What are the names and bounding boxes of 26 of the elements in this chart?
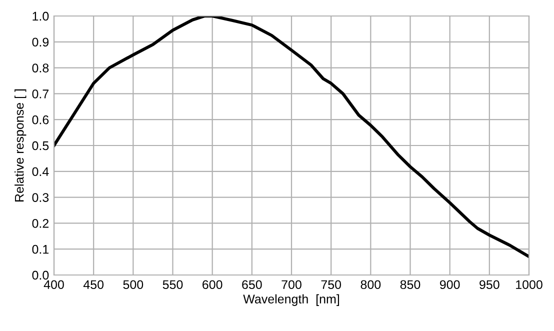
y-tick-label: 0.9	[32, 38, 49, 47]
x-tick-label: 400	[44, 280, 64, 290]
y-tick-label: 0.3	[32, 193, 49, 202]
x-tick-label: 500	[123, 280, 144, 290]
x-tick-label: 950	[480, 280, 500, 290]
y-tick-label: 1.0	[32, 12, 49, 21]
x-tick-label: 600	[202, 280, 222, 290]
y-axis-title: Relative response [ ]	[14, 89, 26, 202]
x-axis-title: Wavelength [nm]	[243, 294, 340, 306]
y-tick-label: 0.8	[32, 64, 49, 72]
y-tick-label: 0.0	[32, 270, 49, 280]
x-tick-label: 800	[360, 280, 381, 290]
x-tick-label: 750	[321, 280, 342, 290]
x-tick-label: 700	[282, 280, 302, 290]
y-tick-label: 0.6	[32, 115, 49, 124]
y-tick-label: 0.4	[32, 167, 49, 176]
y-tick-label: 0.2	[32, 219, 49, 228]
x-tick-label: 450	[83, 280, 104, 290]
y-tick-label: 0.5	[32, 141, 49, 150]
x-tick-label: 650	[242, 280, 262, 290]
x-tick-label: 850	[400, 280, 420, 290]
y-tick-label: 0.1	[32, 244, 49, 254]
y-tick-label: 0.7	[32, 90, 49, 98]
x-tick-label: 1000	[516, 280, 542, 290]
x-tick-label: 550	[162, 280, 183, 290]
x-tick-label: 900	[440, 280, 460, 290]
